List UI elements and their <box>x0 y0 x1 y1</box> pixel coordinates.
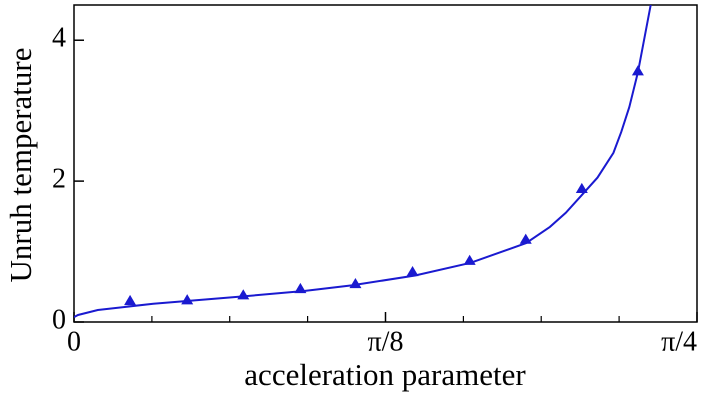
data-point <box>575 182 588 194</box>
plot-frame <box>73 4 698 323</box>
y-tick-label: 0 <box>52 304 66 335</box>
data-point <box>124 294 137 306</box>
x-tick-label: π/8 <box>368 326 404 357</box>
y-tick-label: 4 <box>52 23 66 54</box>
data-point <box>181 294 194 305</box>
data-point <box>349 277 362 289</box>
data-point <box>406 265 419 277</box>
data-point <box>631 65 644 76</box>
curve <box>74 5 652 318</box>
x-tick-label: 0 <box>67 326 81 357</box>
data-point <box>294 282 307 294</box>
data-point <box>463 254 476 265</box>
data-point <box>519 233 532 244</box>
x-tick-label: π/4 <box>661 326 697 357</box>
y-tick-label: 2 <box>52 164 66 195</box>
x-axis-title: acceleration parameter <box>244 357 526 392</box>
y-axis-title: Unruh temperature <box>3 48 38 283</box>
data-point <box>237 289 250 300</box>
